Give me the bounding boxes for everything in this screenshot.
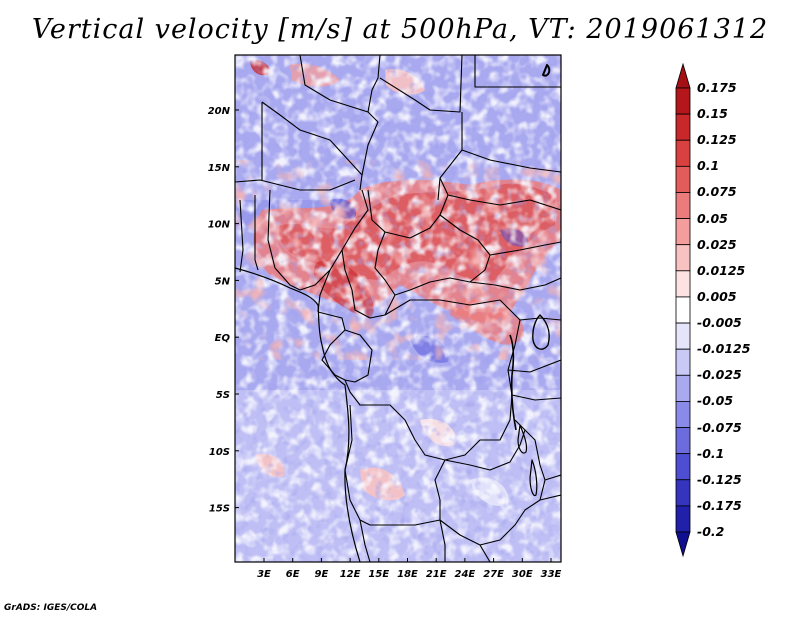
- colorbar-label: 0.025: [697, 236, 737, 252]
- colorbar-label: 0.0125: [697, 262, 746, 278]
- colorbar-label: 0.125: [697, 132, 737, 148]
- lon-tick-label: 15E: [368, 569, 389, 580]
- colorbar-max-arrow: [675, 62, 691, 89]
- colorbar: [675, 62, 691, 558]
- colorbar-swatch: [675, 244, 691, 272]
- colorbar-swatch: [675, 479, 691, 507]
- lat-tick-label: 5N: [215, 276, 231, 287]
- colorbar-swatch: [675, 427, 691, 455]
- colorbar-label: -0.025: [697, 367, 742, 383]
- map-frame: [234, 54, 562, 563]
- lat-tick-label: 15S: [209, 504, 230, 515]
- colorbar-label: 0.1: [697, 158, 720, 174]
- lon-tick-label: 21E: [426, 569, 447, 580]
- lon-tick-label: 33E: [541, 569, 562, 580]
- colorbar-swatch: [675, 296, 691, 324]
- colorbar-swatch: [675, 218, 691, 246]
- colorbar-min-arrow: [675, 531, 691, 558]
- lat-tick-label: EQ: [215, 333, 231, 344]
- lat-tick-label: 15N: [208, 163, 231, 174]
- colorbar-swatch: [675, 87, 691, 115]
- colorbar-label: -0.125: [697, 471, 742, 487]
- colorbar-label: -0.175: [697, 497, 742, 513]
- velocity-field: [235, 55, 561, 562]
- colorbar-label: -0.05: [697, 393, 734, 409]
- colorbar-label: -0.075: [697, 419, 742, 435]
- colorbar-swatch: [675, 139, 691, 167]
- colorbar-swatch: [675, 113, 691, 141]
- colorbar-label: -0.005: [697, 315, 742, 331]
- lat-tick-label: 10N: [208, 220, 231, 231]
- colorbar-swatch: [675, 401, 691, 428]
- lon-tick-label: 6E: [286, 569, 300, 580]
- lat-tick-label: 20N: [208, 106, 231, 117]
- lon-tick-label: 27E: [483, 569, 504, 580]
- colorbar-swatch: [675, 505, 691, 533]
- colorbar-swatch: [675, 165, 691, 193]
- colorbar-swatch: [675, 270, 691, 298]
- lon-tick-label: 12E: [340, 569, 361, 580]
- colorbar-label: -0.2: [697, 524, 725, 539]
- colorbar-swatch: [675, 453, 691, 481]
- colorbar-swatch: [675, 348, 691, 376]
- lon-tick-label: 3E: [257, 569, 271, 580]
- lat-tick-label: 5S: [216, 390, 230, 401]
- axis-ticks: 20N 15N 10N 5N EQ 5S 10S 15S 3E 6E 9E 12E 15E 18E 21E 2…: [208, 106, 562, 580]
- lon-tick-label: 9E: [315, 569, 329, 580]
- colorbar-label: 0.005: [697, 288, 737, 304]
- colorbar-swatch: [675, 192, 691, 219]
- colorbar-label: 0.05: [697, 210, 728, 226]
- grads-credit: GrADS: IGES/COLA: [4, 603, 98, 613]
- colorbar-label: 0.175: [697, 80, 737, 95]
- colorbar-swatch: [675, 374, 691, 402]
- colorbar-label: 0.075: [697, 184, 737, 200]
- lat-tick-label: 10S: [209, 447, 230, 458]
- country-borders: [235, 55, 561, 562]
- colorbar-swatch: [675, 322, 691, 350]
- colorbar-label: -0.1: [697, 445, 725, 461]
- lon-tick-label: 30E: [512, 569, 533, 580]
- lon-tick-label: 18E: [397, 569, 418, 580]
- lon-tick-label: 24E: [455, 569, 476, 580]
- colorbar-label: 0.15: [697, 106, 728, 122]
- map-title: Vertical velocity [m/s] at 500hPa, VT: 2…: [31, 14, 769, 45]
- colorbar-label: -0.0125: [697, 341, 751, 357]
